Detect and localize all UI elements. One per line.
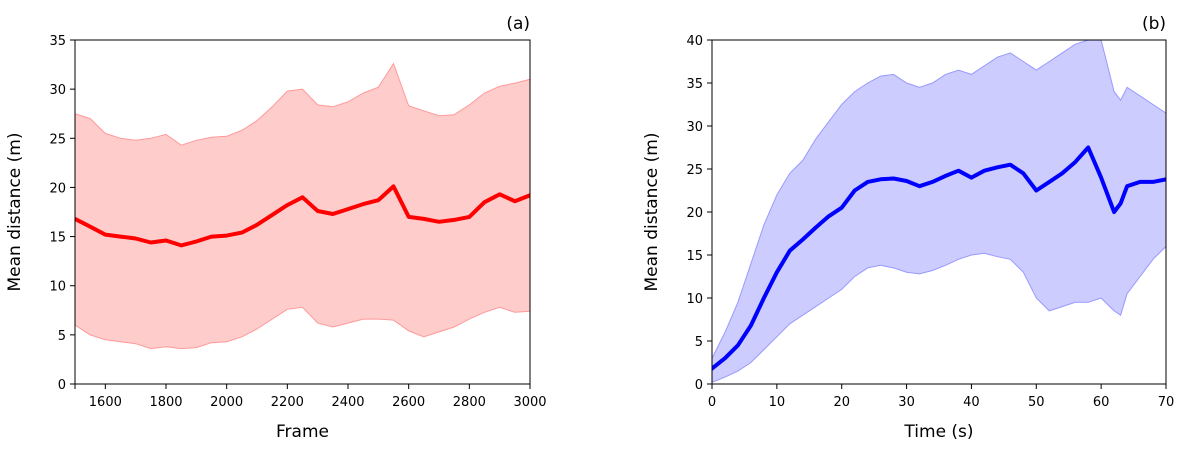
panel-label: (b) (1142, 14, 1166, 34)
x-tick-label: 2200 (271, 395, 304, 410)
y-tick-label: 0 (58, 378, 66, 393)
y-tick-label: 35 (49, 34, 66, 49)
y-tick-label: 25 (49, 132, 66, 147)
x-tick-label: 2000 (210, 395, 243, 410)
panel-a: 1600 1800 2000 2200 2400 2600 2800 3000 0 5 10 15 20… (5, 14, 547, 442)
y-axis-label: Mean distance (m) (642, 133, 662, 292)
axes-frame (74, 39, 531, 385)
y-tick-label: 40 (686, 34, 703, 49)
panel-b: 0 10 20 30 40 50 60 70 0 5 10 15 20 25 30 35 40 Time (s) M… (642, 14, 1174, 442)
x-tick-label: 2400 (331, 395, 364, 410)
x-tick-label: 0 (708, 395, 716, 410)
x-tick-label: 10 (769, 395, 786, 410)
y-tick-label: 0 (695, 378, 703, 393)
x-tick-label: 2800 (453, 395, 486, 410)
x-axis-label: Time (s) (903, 422, 973, 442)
y-tick-label: 15 (49, 231, 66, 246)
series-line (712, 145, 1166, 371)
x-tick-label: 70 (1158, 395, 1175, 410)
x-tick-label: 1800 (149, 395, 182, 410)
panel-label: (a) (506, 14, 530, 34)
y-tick-label: 10 (686, 292, 703, 307)
plot-area (712, 40, 1166, 383)
x-tick-label: 3000 (513, 395, 546, 410)
y-tick-label: 5 (58, 329, 66, 344)
y-tick-label: 20 (49, 181, 66, 196)
y-tick-label: 5 (695, 335, 703, 350)
y-tick-label: 20 (686, 206, 703, 221)
x-tick-label: 2600 (392, 395, 425, 410)
series-band (712, 40, 1166, 383)
x-tick-label: 20 (833, 395, 850, 410)
x-tick-label: 60 (1093, 395, 1110, 410)
y-tick-label: 35 (686, 77, 703, 92)
y-axis-label: Mean distance (m) (5, 133, 25, 292)
x-tick-label: 30 (898, 395, 915, 410)
y-tick-label: 15 (686, 249, 703, 264)
series-band (75, 62, 530, 350)
y-tick-label: 25 (686, 163, 703, 178)
y-tick-label: 30 (686, 120, 703, 135)
x-tick-label: 50 (1028, 395, 1045, 410)
x-tick-label: 40 (963, 395, 980, 410)
x-axis-label: Frame (276, 422, 329, 442)
y-tick-label: 30 (49, 83, 66, 98)
y-tick-label: 10 (49, 280, 66, 295)
plot-area (75, 62, 530, 350)
x-tick-label: 1600 (89, 395, 122, 410)
series-line (75, 184, 530, 248)
